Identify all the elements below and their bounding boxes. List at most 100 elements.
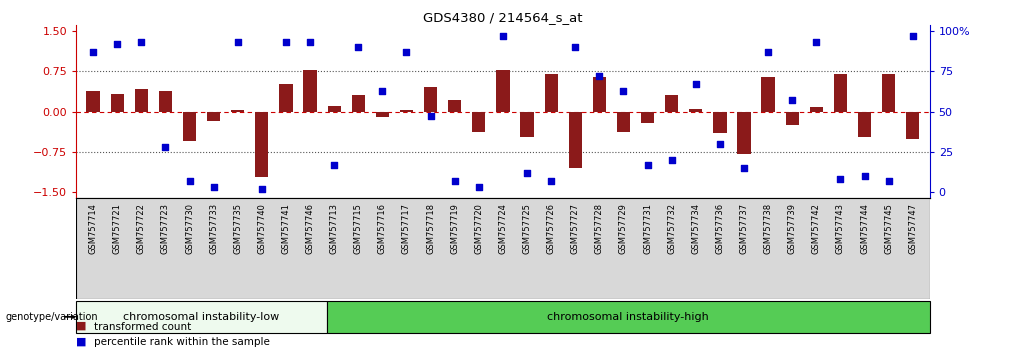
Bar xyxy=(545,74,558,112)
Text: GSM757721: GSM757721 xyxy=(113,203,122,254)
Bar xyxy=(352,96,365,112)
Text: GSM757730: GSM757730 xyxy=(185,203,194,254)
Point xyxy=(374,88,390,93)
Text: GSM757732: GSM757732 xyxy=(668,203,677,254)
Text: GSM757715: GSM757715 xyxy=(354,203,363,254)
Point xyxy=(302,40,318,45)
Text: GSM757745: GSM757745 xyxy=(884,203,893,254)
Point xyxy=(760,49,776,55)
Point xyxy=(591,73,608,79)
Point xyxy=(398,49,415,55)
Text: GSM757743: GSM757743 xyxy=(836,203,845,254)
Text: GSM757739: GSM757739 xyxy=(787,203,797,254)
Point xyxy=(447,178,463,183)
Bar xyxy=(689,109,702,112)
Bar xyxy=(738,112,751,154)
Point xyxy=(808,40,824,45)
Bar xyxy=(304,70,317,112)
Point xyxy=(904,33,920,39)
Point xyxy=(326,162,342,167)
Text: GSM757720: GSM757720 xyxy=(474,203,484,254)
Text: GSM757728: GSM757728 xyxy=(594,203,604,254)
Bar xyxy=(496,70,510,112)
Bar xyxy=(617,112,630,132)
Text: GSM757716: GSM757716 xyxy=(378,203,387,254)
Bar xyxy=(641,112,654,123)
Point xyxy=(182,178,198,183)
Point xyxy=(856,173,873,178)
Text: GSM757729: GSM757729 xyxy=(619,203,628,254)
Point xyxy=(616,88,632,93)
Bar xyxy=(713,112,726,133)
Point xyxy=(567,45,583,50)
Bar xyxy=(858,112,871,137)
Bar xyxy=(448,100,461,112)
Text: GSM757714: GSM757714 xyxy=(88,203,98,254)
Point xyxy=(85,49,102,55)
Text: genotype/variation: genotype/variation xyxy=(5,312,98,322)
Point xyxy=(470,184,487,190)
Bar xyxy=(761,77,775,112)
Point xyxy=(495,33,511,39)
Text: GSM757722: GSM757722 xyxy=(137,203,145,254)
Text: GSM757735: GSM757735 xyxy=(234,203,242,254)
Bar xyxy=(86,91,100,112)
Point xyxy=(254,186,270,192)
Text: percentile rank within the sample: percentile rank within the sample xyxy=(94,337,270,347)
Bar xyxy=(882,74,895,112)
Text: transformed count: transformed count xyxy=(94,322,192,332)
Point xyxy=(351,45,367,50)
Bar xyxy=(135,89,148,112)
Text: GSM757747: GSM757747 xyxy=(908,203,917,254)
Text: GSM757734: GSM757734 xyxy=(691,203,700,254)
Bar xyxy=(76,198,930,299)
Point xyxy=(688,81,704,87)
Bar xyxy=(376,112,389,117)
Bar xyxy=(785,112,799,125)
Text: GSM757738: GSM757738 xyxy=(764,203,772,255)
Bar xyxy=(207,112,220,121)
Text: ■: ■ xyxy=(76,321,86,331)
Bar xyxy=(158,91,172,112)
Point xyxy=(277,40,294,45)
Text: GSM757717: GSM757717 xyxy=(402,203,411,254)
Text: chromosomal instability-low: chromosomal instability-low xyxy=(123,312,279,322)
Point xyxy=(230,40,246,45)
Text: GSM757723: GSM757723 xyxy=(161,203,170,254)
Point xyxy=(133,40,149,45)
Point xyxy=(519,170,535,175)
Text: GSM757737: GSM757737 xyxy=(740,203,749,255)
Point xyxy=(784,97,801,103)
Bar xyxy=(424,87,437,112)
Point xyxy=(157,144,174,150)
Text: GSM757724: GSM757724 xyxy=(499,203,507,254)
Point xyxy=(543,178,559,183)
Text: GSM757718: GSM757718 xyxy=(426,203,435,254)
Point xyxy=(736,165,752,171)
Text: GSM757725: GSM757725 xyxy=(522,203,531,254)
Point xyxy=(109,41,125,47)
Bar xyxy=(183,112,196,141)
Text: GSM757741: GSM757741 xyxy=(281,203,291,254)
Text: GSM757727: GSM757727 xyxy=(571,203,580,254)
Text: GSM757744: GSM757744 xyxy=(861,203,869,254)
Bar xyxy=(906,112,919,139)
Bar xyxy=(592,77,606,112)
Point xyxy=(832,176,848,182)
Point xyxy=(881,178,897,183)
Bar xyxy=(327,301,930,333)
Bar xyxy=(472,112,486,132)
Text: chromosomal instability-high: chromosomal instability-high xyxy=(548,312,709,322)
Text: GSM757726: GSM757726 xyxy=(547,203,556,254)
Bar xyxy=(76,301,327,333)
Bar xyxy=(810,107,823,112)
Bar xyxy=(111,95,124,112)
Bar xyxy=(279,84,293,112)
Title: GDS4380 / 214564_s_at: GDS4380 / 214564_s_at xyxy=(424,11,582,24)
Bar xyxy=(327,106,340,112)
Text: GSM757746: GSM757746 xyxy=(306,203,315,254)
Text: GSM757740: GSM757740 xyxy=(257,203,266,254)
Bar xyxy=(400,110,414,112)
Bar xyxy=(520,112,533,137)
Point xyxy=(639,162,655,167)
